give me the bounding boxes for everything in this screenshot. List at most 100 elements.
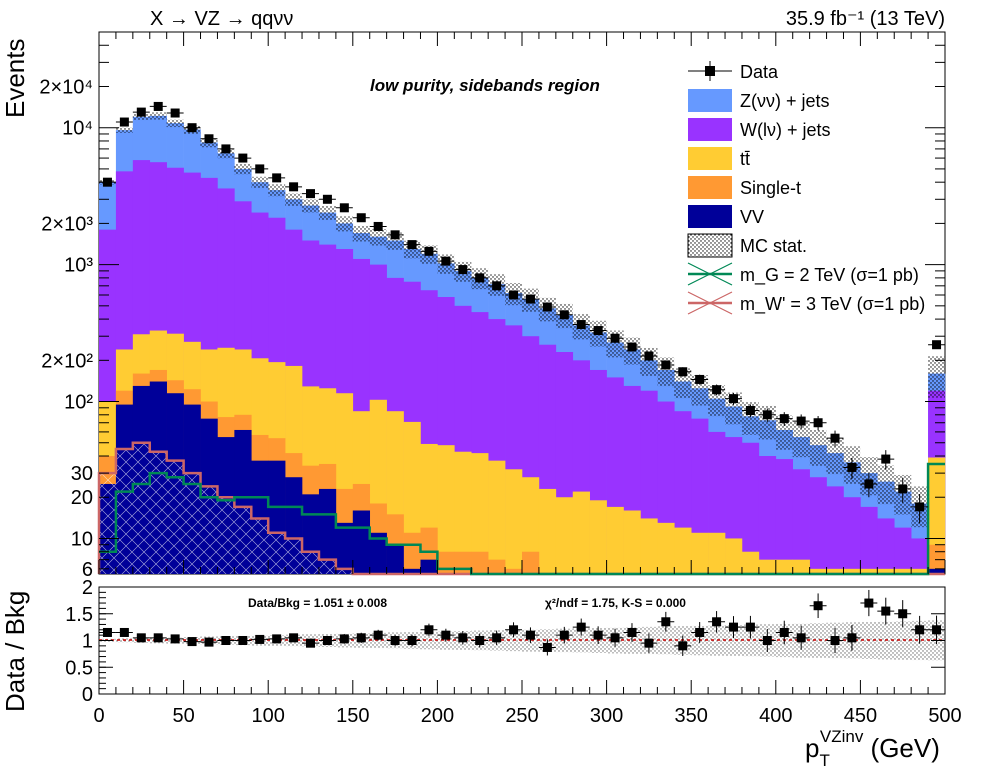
ttbar-bar [792,559,810,574]
w-lnu-bar [826,486,844,574]
ratio-point [779,627,789,637]
ratio-band-bin [420,631,438,650]
ratio-point [729,622,738,632]
y-axis-label: Events [0,39,30,119]
data-point [475,273,485,283]
ratio-point [542,642,552,652]
legend-label: W(lν) + jets [740,120,831,140]
ratio-point [475,636,485,645]
ratio-point [712,617,722,627]
legend-swatch [688,205,732,228]
x-tick-label: 300 [590,705,623,727]
mc-stat-bin [217,148,235,159]
x-tick-label: 50 [172,705,194,727]
data-point [864,479,874,489]
ratio-point [745,622,755,632]
ttbar-bar [860,568,878,574]
ttbar-bar [843,568,861,574]
ratio-point [627,627,637,637]
mc-stat-bin [928,356,945,398]
vv-bar [420,559,438,574]
chart-title-right: 35.9 fb⁻¹ (13 TeV) [786,8,945,30]
data-point [745,406,755,416]
x-axis-label-unit: (GeV) [863,733,940,763]
ratio-point [576,622,586,632]
single-t-bar [522,551,540,574]
ratio-point [441,630,451,640]
y-tick-label: 2×10² [41,350,93,372]
ratio-point [238,636,248,645]
ratio-y-tick-label: 1.5 [65,604,93,626]
data-point [610,333,620,343]
w-lnu-bar [792,469,810,574]
ratio-point [762,636,772,645]
x-tick-label: 150 [336,705,369,727]
ttbar-bar [572,491,590,574]
mc-stat-bin [302,199,319,213]
single-t-bar [505,568,523,574]
ratio-band-bin [708,625,726,656]
ratio-point [221,636,231,645]
ratio-y-axis: 0 0.5 1 1.5 2 [65,577,945,706]
w-prime-hatch-bar [183,473,201,574]
w-lnu-bar [775,459,794,574]
legend-swatch [688,176,732,199]
legend-label: Data [740,62,779,82]
mc-stat-bin [775,415,793,450]
ttbar-bar [775,559,794,574]
legend-hatch-swatch [687,233,733,258]
y-tick-label: 10² [64,392,93,414]
ttbar-bar [471,453,489,574]
data-point [356,213,366,223]
y-tick-label: 10³ [64,255,93,277]
x-tick-label: 200 [421,705,454,727]
mc-stat-bin [809,429,827,466]
ttbar-bar [674,527,692,574]
legend-line-cross [687,291,733,315]
legend-label: VV [740,207,764,227]
data-point [813,418,823,428]
ratio-point [644,638,654,648]
legend-swatch [688,118,732,141]
ratio-y-tick-label: 0 [82,684,93,706]
ttbar-bar [708,532,726,574]
data-point [238,153,248,163]
ratio-point [255,634,265,644]
ratio-y-axis-label: Data / Bkg [0,591,30,712]
ratio-point [695,627,705,637]
data-point [306,189,315,199]
x-tick-label: 250 [505,705,538,727]
x-tick-label: 500 [928,705,961,727]
single-t-bar [488,559,506,574]
data-point [644,351,654,361]
x-tick-label: 450 [844,705,877,727]
data-point [441,256,451,266]
data-point [492,281,502,291]
data-point [509,290,519,300]
x-tick-label: 400 [759,705,792,727]
data-point [187,123,197,133]
data-point [847,462,857,472]
ttbar-bar [505,469,523,574]
mc-stat-bin [877,465,895,505]
x-axis-label: pT VZinv (GeV) [805,727,940,770]
w-lnu-bar [758,456,777,574]
mc-stat-bin [166,119,184,128]
signal-histograms [97,441,945,576]
data-point [322,194,332,204]
data-point [339,203,349,213]
w-lnu-bar [741,442,760,574]
ratio-point [830,636,840,645]
ratio-text-left: Data/Bkg = 1.051 ± 0.008 [248,596,387,610]
vv-bar [403,568,421,574]
ratio-point [272,634,282,644]
ttbar-bar [488,460,506,574]
ttbar-bar [877,568,895,574]
mc-stat-bin [285,193,303,206]
ratio-point [339,634,349,644]
legend-swatch [688,147,732,170]
w-prime-hatch-bar [268,532,286,574]
vv-bar [352,510,371,574]
w-lnu-bar [877,518,895,574]
ratio-point [458,633,468,643]
